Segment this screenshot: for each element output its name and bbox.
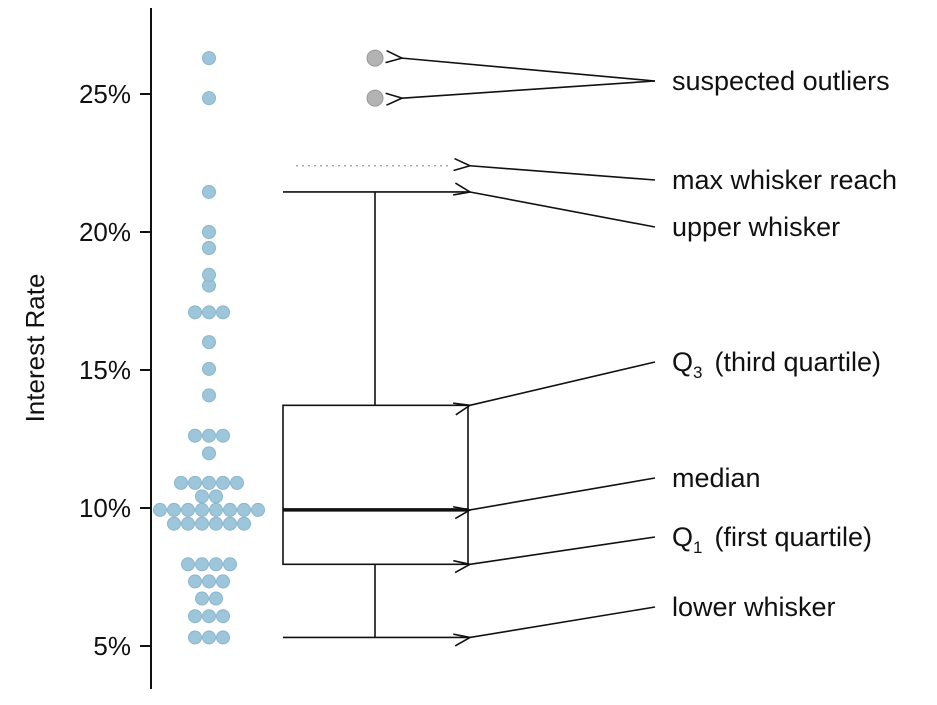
data-point <box>216 609 230 624</box>
outlier-point <box>366 89 384 107</box>
dot-plot <box>153 51 265 645</box>
annotation-label: upper whisker <box>672 212 840 242</box>
y-tick-label: 5% <box>93 631 131 661</box>
data-point <box>167 516 181 531</box>
y-axis-ticks: 5% 10% 15% 20% 25% <box>79 79 151 661</box>
data-point <box>202 91 216 106</box>
data-point <box>188 305 202 320</box>
data-point <box>153 502 167 517</box>
annotation-arrow <box>470 477 656 510</box>
data-point <box>202 609 216 624</box>
data-point <box>223 502 237 517</box>
data-point <box>202 574 216 589</box>
data-point <box>216 630 230 645</box>
data-point <box>251 502 265 517</box>
data-point <box>209 489 223 504</box>
data-point <box>202 630 216 645</box>
y-tick-label: 20% <box>79 217 131 247</box>
data-point <box>188 475 202 490</box>
data-point <box>202 361 216 376</box>
annotation-label: max whisker reach <box>672 165 897 195</box>
data-point <box>188 630 202 645</box>
annotations: suspected outliers max whisker reach upper… <box>402 58 897 637</box>
box-plot <box>282 49 469 639</box>
annotation-label: suspected outliers <box>672 66 890 96</box>
data-point <box>174 475 188 490</box>
data-point <box>209 557 223 572</box>
data-point <box>202 388 216 403</box>
data-point <box>237 502 251 517</box>
data-point <box>195 557 209 572</box>
data-point <box>209 591 223 606</box>
data-point <box>230 475 244 490</box>
data-point <box>195 591 209 606</box>
data-point <box>237 516 251 531</box>
annotation-label: lower whisker <box>672 592 836 622</box>
data-point <box>216 475 230 490</box>
data-point <box>216 574 230 589</box>
annotation-arrow <box>402 80 656 98</box>
data-point <box>202 305 216 320</box>
data-point <box>216 305 230 320</box>
data-point <box>223 557 237 572</box>
data-point <box>209 502 223 517</box>
data-point <box>181 502 195 517</box>
data-point <box>202 241 216 256</box>
data-point <box>181 557 195 572</box>
y-axis-title: Interest Rate <box>20 274 50 423</box>
data-point <box>202 428 216 443</box>
y-tick-label: 15% <box>79 355 131 385</box>
data-point <box>202 267 216 282</box>
data-point <box>195 516 209 531</box>
interquartile-box <box>282 404 469 566</box>
data-point <box>188 574 202 589</box>
y-tick-label: 25% <box>79 79 131 109</box>
annotation-arrow <box>470 361 656 405</box>
annotation-arrow <box>470 606 656 637</box>
data-point <box>181 516 195 531</box>
data-point <box>195 489 209 504</box>
data-point <box>202 51 216 66</box>
data-point <box>195 502 209 517</box>
data-point <box>188 428 202 443</box>
annotation-arrow <box>470 166 656 181</box>
annotation-label: Q3 (third quartile) <box>672 347 881 382</box>
data-point <box>223 516 237 531</box>
annotation-arrow <box>402 58 656 82</box>
data-point <box>202 446 216 461</box>
data-point <box>216 428 230 443</box>
data-point <box>167 502 181 517</box>
outlier-point <box>366 49 384 67</box>
annotation-arrow <box>470 536 656 564</box>
y-tick-label: 10% <box>79 493 131 523</box>
annotation-arrow <box>470 192 656 228</box>
data-point <box>209 516 223 531</box>
annotation-label: Q1 (first quartile) <box>672 522 872 557</box>
data-point <box>202 475 216 490</box>
data-point <box>202 184 216 199</box>
data-point <box>202 335 216 350</box>
annotation-label: median <box>672 463 761 493</box>
data-point <box>188 609 202 624</box>
data-point <box>202 225 216 239</box>
